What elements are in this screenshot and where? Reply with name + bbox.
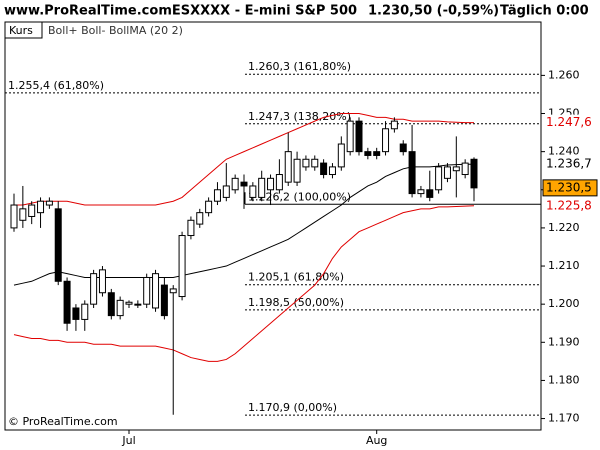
y-tick-label: 1.210 (548, 259, 580, 272)
fib-label: 1.198,5 (50,00%) (248, 296, 344, 309)
candle-body (364, 151, 372, 156)
chart-title: www.ProRealTime.comESXXXX - E-mini S&P 5… (4, 4, 357, 19)
candle-body (107, 292, 115, 317)
candle-body (45, 200, 53, 206)
fib-label: 1.226,2 (100,00%) (248, 190, 351, 203)
price-label-box (543, 114, 597, 131)
candle-body (399, 143, 407, 153)
candle-body (125, 301, 133, 305)
candle-body (346, 120, 354, 153)
candle-body (196, 212, 204, 225)
candle-body (28, 204, 36, 217)
fib-label: 1.255,4 (61,80%) (8, 79, 104, 92)
candle-body (63, 280, 71, 324)
candle-body (240, 181, 248, 187)
candle-body (382, 128, 390, 153)
candle-body (328, 166, 336, 176)
legend-box (4, 21, 43, 39)
price-label: 1.225,8 (546, 198, 592, 212)
y-tick-label: 1.200 (548, 297, 580, 310)
candle-body (443, 166, 451, 179)
candle-body (160, 284, 168, 317)
y-tick-label: 1.180 (548, 373, 580, 386)
last-price: 1.230,50 (-0,59%) (368, 4, 499, 19)
candle-body (143, 276, 151, 305)
price-label: 1.247,6 (546, 115, 592, 129)
y-tick-label: 1.170 (548, 412, 580, 425)
fib-label: 1.247,3 (138,20%) (248, 110, 351, 123)
candle-body (19, 208, 27, 221)
candle-body (452, 166, 460, 172)
candle-body (213, 189, 221, 202)
candle-body (408, 151, 416, 195)
candle-body (293, 158, 301, 183)
candle-body (373, 151, 381, 156)
candle-body (98, 269, 106, 294)
candle-body (81, 303, 89, 320)
fib-label: 1.205,1 (61,80%) (248, 271, 344, 284)
candle-body (302, 158, 310, 168)
fib-label: 1.170,9 (0,00%) (248, 401, 337, 414)
candle-body (284, 151, 292, 183)
x-tick-label: Aug (366, 434, 387, 447)
x-tick-label: Jul (121, 434, 135, 447)
price-label: 1.230,5 (546, 180, 592, 194)
candle-body (37, 200, 45, 214)
candle-body (205, 200, 213, 214)
candle-body (258, 177, 266, 198)
candle-body (461, 162, 469, 176)
candle-body (417, 189, 425, 195)
copyright: © ProRealTime.com (8, 415, 118, 428)
candle-body (169, 288, 177, 294)
price-label-box (543, 156, 597, 173)
candle-body (275, 174, 283, 191)
y-tick-label: 1.240 (548, 145, 580, 158)
y-tick-label: 1.220 (548, 221, 580, 234)
y-tick-label: 1.260 (548, 68, 580, 81)
candle-body (470, 158, 478, 189)
candle-body (187, 219, 195, 237)
candle-body (426, 189, 434, 198)
candle-body (311, 158, 319, 168)
price-label-box (542, 179, 598, 197)
band-line (13, 205, 475, 362)
candle-body (116, 299, 124, 317)
period: Täglich 0:00 (500, 4, 589, 19)
fib-label: 1.260,3 (161,80%) (248, 60, 351, 73)
candle-body (390, 120, 398, 130)
candle-body (231, 177, 239, 191)
candle-body (267, 177, 275, 191)
price-label: 1.236,7 (546, 157, 592, 171)
candle-body (90, 273, 98, 305)
candle-body (337, 143, 345, 168)
candle-body (249, 185, 257, 198)
legend-indicator: Boll+ Boll- BollMA (20 2) (48, 24, 183, 37)
y-tick-label: 1.190 (548, 335, 580, 348)
candle-body (54, 208, 62, 282)
legend-price: Kurs (9, 24, 33, 37)
candle-body (134, 303, 142, 306)
candle-body (152, 273, 160, 309)
candle-body (320, 162, 328, 176)
candle-body (10, 204, 18, 229)
plot-frame (4, 21, 542, 431)
candle-body (355, 120, 363, 153)
candle-body (435, 166, 443, 191)
candle-body (222, 185, 230, 198)
candle-body (72, 307, 80, 320)
price-label-box (543, 197, 597, 214)
band-line (14, 113, 474, 206)
candle-body (178, 235, 186, 298)
